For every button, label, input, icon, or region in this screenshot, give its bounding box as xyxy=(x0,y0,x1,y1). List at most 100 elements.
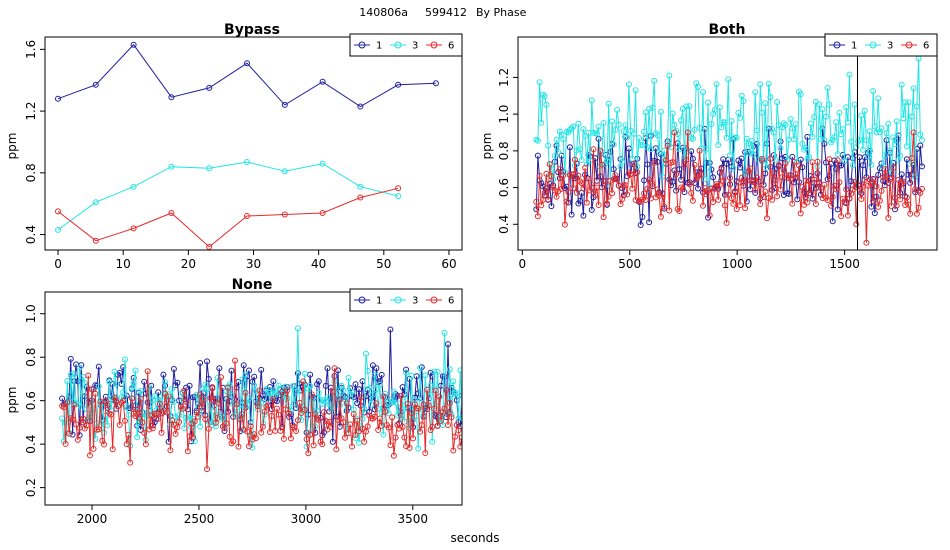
series-1-point xyxy=(357,103,364,110)
series-6-point xyxy=(66,430,73,437)
series-6-point xyxy=(376,415,383,422)
series-3-point xyxy=(604,158,610,165)
series-6-point xyxy=(844,212,851,219)
x-tick-label: 2000 xyxy=(77,512,108,526)
series-6-point xyxy=(415,405,422,412)
series-1-point xyxy=(568,211,575,218)
series-3-point xyxy=(324,394,331,401)
series-6-point xyxy=(777,186,784,193)
series-6-point xyxy=(561,221,568,228)
series-3-point xyxy=(871,123,878,130)
series-3-point xyxy=(910,85,917,92)
series-6-point xyxy=(287,435,294,442)
series-6-point xyxy=(543,170,550,177)
series-3-point xyxy=(907,161,914,167)
series-6-point xyxy=(137,395,144,402)
series-3-point xyxy=(880,163,887,170)
series-3-point xyxy=(784,157,791,164)
series-6-point xyxy=(347,421,354,428)
series-6-point xyxy=(671,129,678,136)
series-6-point xyxy=(696,147,703,154)
series-6-point xyxy=(868,180,875,187)
series-1-point xyxy=(356,386,362,393)
series-3-point xyxy=(577,146,584,153)
series-1-point xyxy=(910,161,917,168)
series-1-point xyxy=(737,164,744,171)
series-3-point xyxy=(237,401,244,408)
series-6-point xyxy=(432,387,439,394)
series-3-point xyxy=(905,99,912,106)
series-3-point xyxy=(612,126,619,133)
series-3-point xyxy=(595,123,602,130)
series-6-point xyxy=(812,201,819,207)
series-6-point xyxy=(445,422,451,428)
series-6-point xyxy=(919,185,925,192)
series-3-point xyxy=(315,390,322,396)
series-6-point xyxy=(546,161,553,168)
series-6-point xyxy=(244,428,251,435)
series-3-point xyxy=(742,169,749,176)
series-3-point xyxy=(363,350,369,357)
series-1-point xyxy=(919,163,925,170)
series-6-point xyxy=(619,196,626,202)
legend: 1 3 6 xyxy=(349,33,463,57)
series-1-point xyxy=(376,378,383,385)
series-1-point xyxy=(826,172,833,179)
series-6-point xyxy=(892,194,898,201)
series-6-point xyxy=(849,186,856,193)
series-3-point xyxy=(848,138,855,145)
series-3-point xyxy=(609,118,616,125)
series-6-point xyxy=(197,391,204,398)
series-6-point xyxy=(315,416,322,423)
series-1-point xyxy=(315,378,322,385)
series-3-point xyxy=(625,81,632,88)
series-1-point xyxy=(216,365,223,372)
series-3-point xyxy=(834,151,841,158)
series-6-point xyxy=(392,434,399,441)
series-3-point xyxy=(890,134,897,141)
series-3-point xyxy=(701,175,708,182)
series-1-point xyxy=(898,171,905,178)
series-6-point xyxy=(455,427,462,434)
series-6-point xyxy=(336,397,343,403)
series-3-point xyxy=(902,99,909,106)
series-6-point xyxy=(60,404,67,411)
series-6-point xyxy=(141,429,148,436)
y-tick-label: 1.0 xyxy=(24,304,38,323)
series-6-point xyxy=(204,466,210,473)
series-3-point xyxy=(725,76,732,83)
series-6-point xyxy=(417,428,424,435)
series-3-point xyxy=(870,88,877,95)
figure-suptitle-sn: 599412 xyxy=(425,6,467,19)
series-3-point xyxy=(777,145,784,152)
series-6-point xyxy=(556,166,563,173)
series-3-point xyxy=(556,128,563,135)
series-3-point xyxy=(81,380,88,387)
legend-label-6: 6 xyxy=(448,296,454,307)
series-6-point xyxy=(710,199,717,205)
series-3-point xyxy=(792,121,799,128)
series-1-point xyxy=(733,178,740,185)
series-6-point xyxy=(233,401,240,408)
series-6-point xyxy=(718,166,725,173)
series-3-point xyxy=(750,151,757,158)
series-6-point xyxy=(870,197,877,204)
series-6-point xyxy=(876,197,883,204)
series-6-point xyxy=(595,202,602,208)
series-6-point xyxy=(538,202,545,209)
series-1-point xyxy=(246,367,252,374)
series-3-point xyxy=(534,137,541,144)
series-6-point xyxy=(340,419,347,426)
series-3-point xyxy=(780,120,787,127)
series-6-point xyxy=(282,406,289,413)
series-6-point xyxy=(600,214,607,221)
series-3-point xyxy=(573,147,580,154)
series-3-point xyxy=(422,372,429,379)
series-6-point xyxy=(802,177,809,184)
series-6-point xyxy=(190,434,197,441)
series-3-point xyxy=(417,364,424,371)
series-1-point xyxy=(432,80,439,87)
series-6-point xyxy=(439,409,446,416)
series-6-point xyxy=(113,397,120,404)
y-tick-label: 1.2 xyxy=(24,102,38,121)
